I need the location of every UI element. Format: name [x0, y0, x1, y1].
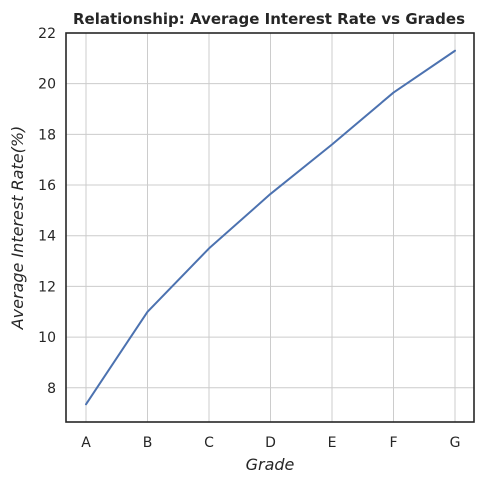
x-tick-label: A — [81, 435, 91, 451]
y-tick-label: 18 — [38, 127, 56, 143]
y-tick-label: 22 — [38, 26, 56, 42]
chart-title: Relationship: Average Interest Rate vs G… — [73, 10, 465, 28]
y-tick-label: 10 — [38, 330, 56, 346]
y-tick-label: 12 — [38, 279, 56, 295]
series-group — [85, 49, 456, 406]
x-tick-label: B — [143, 435, 153, 451]
x-tick-label: G — [450, 435, 461, 451]
x-tick-label: D — [265, 435, 276, 451]
x-tick-label: E — [328, 435, 337, 451]
x-axis-label: Grade — [246, 455, 295, 474]
y-tick-labels: 8 10 12 14 16 18 20 22 — [38, 26, 56, 397]
y-tick-label: 16 — [38, 178, 56, 194]
y-tick-label: 14 — [38, 229, 56, 245]
y-tick-label: 20 — [38, 77, 56, 93]
y-tick-label: 8 — [47, 381, 56, 397]
grid — [66, 32, 474, 422]
x-tick-label: C — [204, 435, 214, 451]
x-tick-labels: A B C D E F G — [81, 435, 460, 451]
x-tick-label: F — [389, 435, 397, 451]
plot-frame — [65, 32, 475, 423]
y-axis-label: Average Interest Rate(%) — [8, 126, 27, 331]
